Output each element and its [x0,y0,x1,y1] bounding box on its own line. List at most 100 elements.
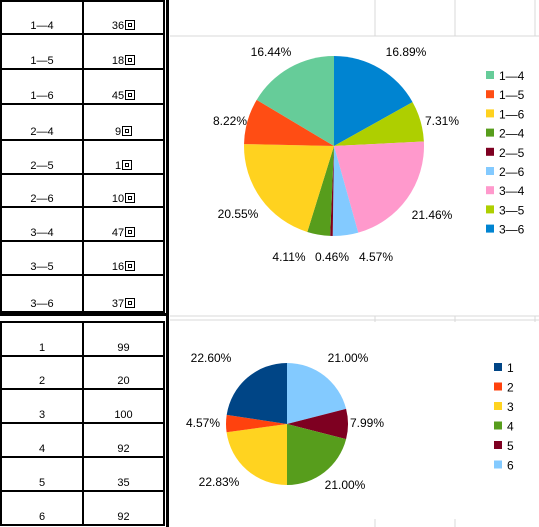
pie-slice-2-5[interactable] [330,146,334,236]
data-label: 22.60% [191,351,232,365]
pie-slice-3-5[interactable] [334,102,424,146]
data-label: 0.46% [315,250,349,264]
legend-entry: 3—4 [499,184,525,198]
row-label-cell[interactable]: 3—5 [0,240,84,276]
row-value: 10 [111,193,125,205]
row-label-cell[interactable]: 2 [0,355,84,390]
unknown-glyph-icon [125,261,136,271]
unknown-glyph-icon [125,55,136,65]
pie-chart-pairs: 16.44% 8.22% 20.55% 4.11% 0.46% 4.57% 21.46% 7.… [213,45,525,264]
legend-swatch [486,90,494,99]
row-label-cell[interactable]: 2—5 [0,139,84,175]
pie-slice-3[interactable] [226,424,287,485]
data-label: 22.83% [199,475,240,489]
data-label: 16.44% [251,45,292,59]
row-label-cell[interactable]: 5 [0,456,84,492]
pie-slice-6[interactable] [287,363,347,424]
pie-slice-3-6[interactable] [334,56,413,146]
legend-swatch [494,402,502,410]
table-row: 3—6 37 [0,274,165,313]
pie-slice-1-4[interactable] [256,55,334,146]
table-row: 2—4 9 [0,103,165,141]
row-label-cell[interactable]: 1—6 [0,68,84,105]
row-label-cell[interactable]: 3—6 [0,274,84,313]
row-value-cell[interactable]: 20 [82,355,165,390]
legend-entry: 3—6 [499,223,525,237]
table-row: 1—5 18 [0,33,165,70]
row-label-cell[interactable]: 1—5 [0,33,84,70]
legend-swatch [494,382,502,391]
row-value-cell[interactable]: 92 [82,422,165,458]
row-label-cell[interactable]: 3—4 [0,206,84,242]
unknown-glyph-icon [125,90,136,100]
table-row: 1—6 45 [0,68,165,105]
row-label-cell[interactable]: 1 [0,321,84,357]
pie-slice-3-4[interactable] [334,141,424,233]
row-value-cell[interactable]: 18 [82,33,165,70]
table-row: 2 20 [0,355,165,390]
row-value: 47 [111,227,125,239]
row-value: 16 [111,261,125,273]
legend-swatch [494,460,502,469]
table-row: 3—5 16 [0,240,165,276]
row-value-cell[interactable]: 10 [82,173,165,208]
table-row: 5 35 [0,456,165,492]
row-label-cell[interactable]: 3 [0,388,84,424]
data-label: 4.57% [359,250,393,264]
table-row: 3—4 47 [0,206,165,242]
pie-slice-2[interactable] [226,414,287,433]
table-row: 4 92 [0,422,165,458]
row-label-cell[interactable]: 6 [0,490,84,526]
data-label: 21.00% [325,478,366,492]
pie-slice-2-4[interactable] [307,146,334,236]
legend-entry: 2—4 [499,127,525,141]
row-value: 9 [114,126,122,138]
row-value-cell[interactable]: 9 [82,103,165,141]
pie-slice-1[interactable] [226,363,287,424]
legend-entry: 4 [507,420,514,434]
row-value-cell[interactable]: 16 [82,240,165,276]
legend-swatch [486,128,494,137]
row-label-cell[interactable]: 2—4 [0,103,84,141]
legend-swatch [486,109,494,118]
pie-slice-4[interactable] [287,424,347,485]
legend-swatch [486,147,494,156]
data-label: 4.11% [272,250,305,264]
data-label: 7.99% [350,416,384,430]
row-value-cell[interactable]: 99 [82,321,165,357]
row-value: 92 [117,443,130,455]
row-value-cell[interactable]: 92 [82,490,165,526]
row-value-cell[interactable]: 47 [82,206,165,242]
row-value: 37 [111,298,125,310]
legend-entry: 3 [507,400,514,414]
row-value-cell[interactable]: 36 [82,0,165,35]
unknown-glyph-icon [125,20,136,30]
legend-entry: 2—5 [499,146,525,160]
pie-slice-5[interactable] [287,408,348,440]
pie-slice-1-5[interactable] [244,99,334,146]
table-row: 1—4 36 [0,0,165,35]
legend-swatch [494,441,502,449]
row-value-cell[interactable]: 37 [82,274,165,313]
data-label: 8.22% [213,114,247,128]
legend-entry: 1—5 [499,88,525,102]
single-frequency-table: 1 99 2 20 3 100 4 92 5 35 6 92 [0,321,165,526]
row-value: 99 [117,342,130,354]
row-value-cell[interactable]: 45 [82,68,165,105]
row-value-cell[interactable]: 1 [82,139,165,175]
row-value-cell[interactable]: 35 [82,456,165,492]
pie-slice-1-6[interactable] [244,144,334,232]
unknown-glyph-icon [125,193,136,203]
table-row: 6 92 [0,490,165,526]
row-value: 36 [111,20,125,32]
row-label-cell[interactable]: 1—4 [0,0,84,35]
row-label-cell[interactable]: 2—6 [0,173,84,208]
table-row: 1 99 [0,321,165,357]
pie-slice-2-6[interactable] [332,146,359,236]
data-label: 4.57% [186,416,220,430]
row-label-cell[interactable]: 4 [0,422,84,458]
legend-entry: 1—6 [499,107,525,121]
row-value-cell[interactable]: 100 [82,388,165,424]
legend-swatch [494,421,502,430]
